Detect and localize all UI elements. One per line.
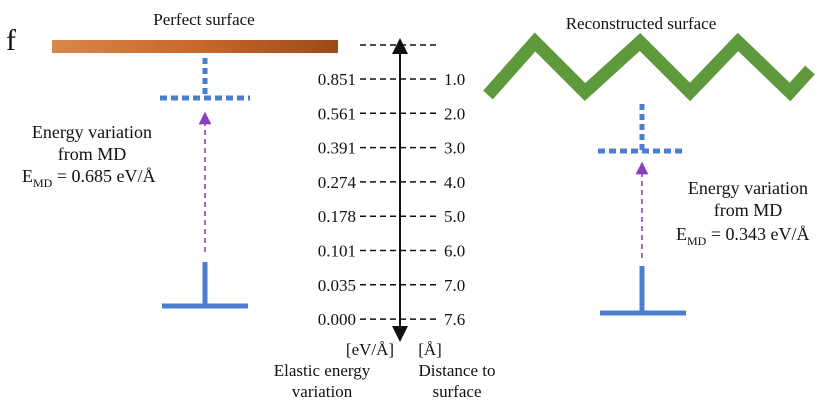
- right-emd-value: = 0.343 eV/Å: [706, 224, 809, 244]
- left-emd-label: EMD = 0.685 eV/Å: [22, 166, 155, 190]
- right-emd-label: EMD = 0.343 eV/Å: [676, 224, 809, 248]
- right-energy-text-2: from MD: [714, 200, 783, 220]
- energy-tick-label: 0.274: [318, 173, 357, 192]
- left-emd-value: = 0.685 eV/Å: [52, 166, 155, 186]
- energy-caption-2: variation: [292, 382, 353, 401]
- reconstructed-surface-title: Reconstructed surface: [566, 14, 717, 33]
- panel-label: f: [6, 24, 16, 57]
- perfect-surface-title: Perfect surface: [153, 10, 254, 29]
- left-energy-text-1: Energy variation: [32, 122, 152, 142]
- reconstructed-surface-zigzag: [483, 32, 815, 102]
- distance-caption-1: Distance to: [419, 361, 496, 380]
- energy-unit: [eV/Å]: [346, 340, 394, 359]
- left-emd-sub: MD: [33, 176, 53, 190]
- right-emd-main: E: [676, 224, 687, 244]
- energy-tick-label: 0.035: [318, 276, 356, 295]
- distance-tick-label: 4.0: [444, 173, 465, 192]
- left-energy-text-2: from MD: [58, 144, 127, 164]
- left-emd-main: E: [22, 166, 33, 186]
- energy-tick-label: 0.391: [318, 139, 356, 158]
- energy-tick-label: 0.178: [318, 207, 356, 226]
- distance-energy-scale: 0.851 1.0 0.561 2.0 0.391 3.0 0.274 4.0 0.178 5.0…: [318, 38, 465, 342]
- distance-tick-label: 2.0: [444, 104, 465, 123]
- distance-unit: [Å]: [418, 340, 442, 359]
- energy-tick-label: 0.851: [318, 70, 356, 89]
- distance-tick-label: 5.0: [444, 207, 465, 226]
- energy-tick-label: 0.101: [318, 242, 356, 261]
- distance-tick-label: 3.0: [444, 139, 465, 158]
- energy-tick-label: 0.561: [318, 104, 356, 123]
- distance-caption-2: surface: [432, 382, 481, 401]
- energy-caption-1: Elastic energy: [274, 361, 371, 380]
- perfect-surface-bar: [52, 40, 338, 53]
- energy-tick-label: 0.000: [318, 310, 356, 329]
- right-emd-sub: MD: [687, 234, 707, 248]
- right-energy-text-1: Energy variation: [688, 178, 808, 198]
- distance-tick-label: 7.6: [444, 310, 465, 329]
- distance-tick-label: 7.0: [444, 276, 465, 295]
- distance-tick-label: 6.0: [444, 242, 465, 261]
- distance-tick-label: 1.0: [444, 70, 465, 89]
